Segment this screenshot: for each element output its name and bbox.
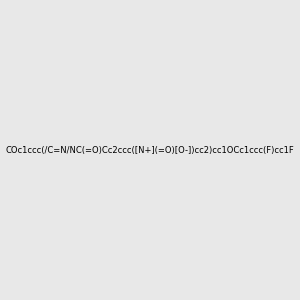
Text: COc1ccc(/C=N/NC(=O)Cc2ccc([N+](=O)[O-])cc2)cc1OCc1ccc(F)cc1F: COc1ccc(/C=N/NC(=O)Cc2ccc([N+](=O)[O-])c… [6,146,294,154]
